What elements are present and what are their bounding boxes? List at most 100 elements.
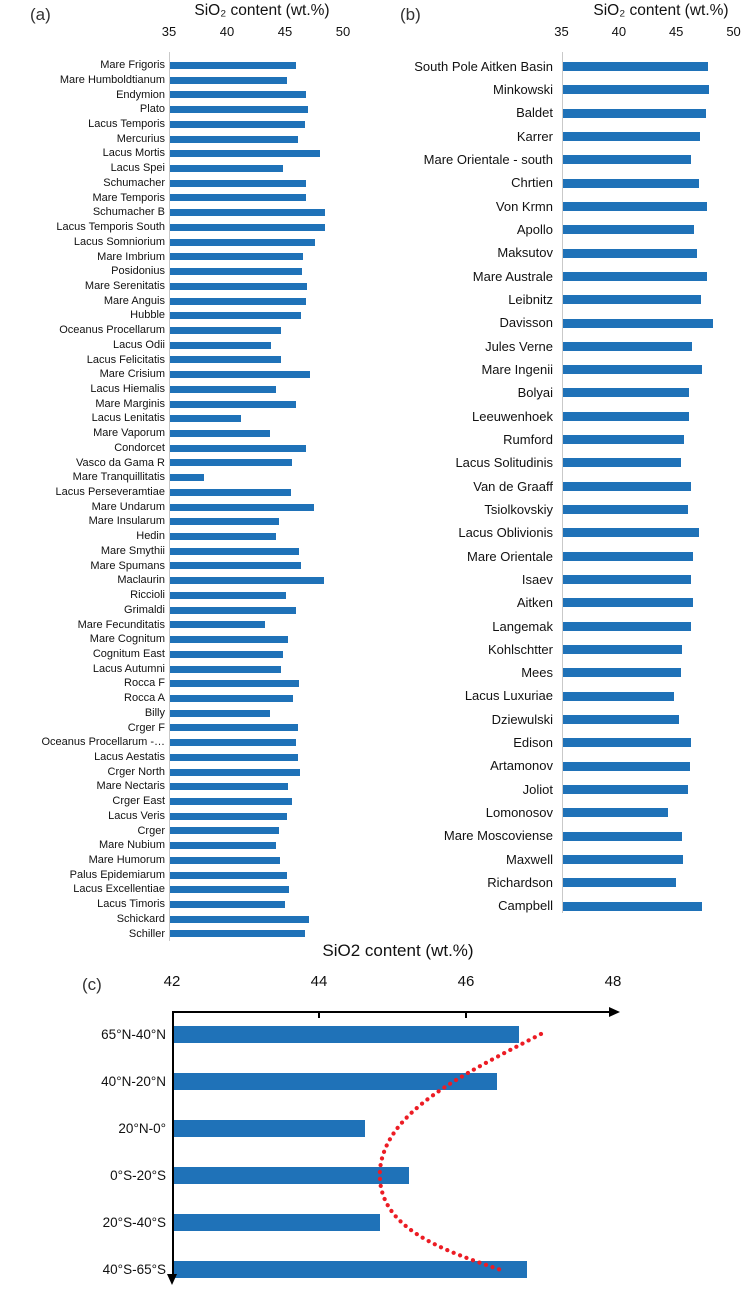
bar-label: Mare Temporis	[92, 191, 165, 204]
bar-label: Mare Fecunditatis	[77, 618, 165, 631]
bar	[170, 650, 283, 658]
panel-c-y-axis-line	[171, 1011, 174, 1275]
bar-label: Van de Graaff	[473, 478, 553, 494]
bar	[170, 547, 299, 555]
bar	[170, 562, 302, 570]
bar-label: Rocca A	[124, 692, 165, 705]
bar	[170, 709, 270, 717]
panel-a-baseline	[169, 52, 170, 941]
bar	[170, 165, 283, 173]
bar-label: Mare Tranquillitatis	[72, 471, 165, 484]
bar	[170, 238, 315, 246]
bar-label: Mare Ingenii	[481, 362, 553, 377]
bar-label: Edison	[513, 735, 553, 751]
bar-label: Oceanus Procellarum	[59, 324, 165, 337]
bar	[562, 318, 713, 328]
bar	[170, 179, 306, 187]
bar	[170, 106, 309, 114]
bar-label: Condorcet	[114, 441, 165, 454]
bar-label: Lacus Mortis	[102, 147, 165, 160]
x-tick-label-45: 45	[277, 24, 293, 39]
bar-label: Lacus Aestatis	[94, 750, 165, 763]
bar-label: 40°N-20°N	[101, 1073, 166, 1089]
bar	[174, 1119, 366, 1137]
bar	[562, 668, 681, 678]
bar	[170, 312, 302, 320]
bar-label: Cognitum East	[92, 647, 165, 660]
bar	[170, 76, 288, 84]
panel-b-axis-title: SiO₂ content (wt.%)	[593, 2, 729, 19]
bar	[170, 503, 314, 511]
x-tick-label-46: 46	[457, 973, 475, 990]
bar	[170, 135, 298, 143]
bar	[562, 575, 691, 585]
bar-label: 40°S-65°S	[102, 1261, 166, 1277]
bar-label: Apollo	[516, 222, 553, 238]
bar	[562, 411, 689, 421]
bar-label: Schiller	[128, 927, 165, 940]
bar-label: Mare Humboldtianum	[59, 73, 165, 86]
bar-label: Hedin	[136, 530, 165, 543]
bar-label: Mare Imbrium	[97, 250, 165, 263]
bar-label: Jules Verne	[485, 338, 553, 354]
bar	[562, 365, 703, 375]
bar	[562, 248, 697, 258]
panel-c-x-axis-arrow-icon	[609, 1006, 620, 1017]
bar	[562, 178, 699, 188]
bar	[562, 435, 685, 445]
bar	[170, 356, 282, 364]
bar	[170, 591, 286, 599]
bar	[562, 388, 689, 398]
bar	[170, 606, 297, 614]
bar-label: Lacus Temporis South	[56, 221, 165, 234]
bar	[170, 444, 306, 452]
bar-label: Mare Insularum	[88, 515, 165, 528]
bar	[562, 854, 683, 864]
x-tick-label-48: 48	[604, 973, 622, 990]
bar	[562, 505, 688, 515]
bar-label: 20°S-40°S	[102, 1214, 166, 1230]
bar	[562, 714, 680, 724]
panel-c-y-axis-arrow-icon	[167, 1274, 177, 1285]
bar	[170, 768, 300, 776]
bar	[170, 253, 304, 261]
bar-label: Mare Smythii	[100, 544, 165, 557]
bar-label: Lacus Somniorium	[73, 235, 165, 248]
bar	[562, 691, 674, 701]
bar-label: Langemak	[492, 618, 553, 634]
bar-label: Aitken	[516, 595, 553, 611]
bar	[170, 665, 282, 673]
bar-label: Lacus Spei	[110, 162, 165, 175]
bar	[562, 201, 708, 211]
bar	[562, 341, 693, 351]
bar-label: Crger North	[107, 765, 165, 778]
bar-label: Mare Serenitatis	[84, 279, 165, 292]
bar	[174, 1213, 380, 1231]
bar-label: Crger	[137, 824, 165, 837]
bar	[170, 886, 290, 894]
bar	[170, 474, 204, 482]
bar	[170, 812, 288, 820]
bar	[170, 694, 293, 702]
bar	[170, 371, 311, 379]
bar-label: Posidonius	[111, 265, 165, 278]
panel-c-tickmark-46	[465, 1012, 467, 1018]
bar	[562, 738, 691, 748]
bar-label: Kohlschtter	[487, 641, 553, 657]
bar-label: Mercurius	[116, 132, 165, 145]
bar-label: Oceanus Procellarum -…	[41, 736, 166, 749]
bar	[562, 225, 695, 235]
bar	[170, 783, 289, 791]
bar	[562, 901, 703, 911]
bar-label: Maksutov	[497, 245, 553, 261]
bar	[170, 223, 326, 231]
bar-label: Riccioli	[130, 589, 165, 602]
bar	[174, 1260, 527, 1278]
bar	[170, 120, 305, 128]
bar-label: Mare Marginis	[95, 397, 165, 410]
bar-label: Lacus Autumni	[92, 662, 165, 675]
bar-label: Lacus Solitudinis	[455, 455, 553, 471]
